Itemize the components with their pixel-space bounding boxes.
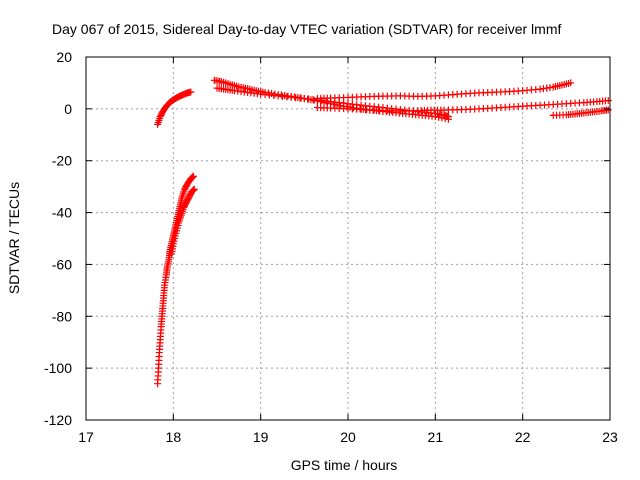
y-tick-label: -120 (44, 412, 72, 428)
data-point (567, 79, 575, 87)
series-arc-h (549, 106, 612, 119)
data-point (189, 172, 197, 180)
y-tick-label: -60 (52, 256, 72, 272)
y-tick-label: -40 (52, 205, 72, 221)
data-point (189, 187, 197, 195)
y-tick-label: -100 (44, 360, 72, 376)
data-point (190, 186, 198, 194)
data-point (187, 88, 195, 96)
y-tick-label: -80 (52, 308, 72, 324)
series-arc-f (313, 79, 575, 102)
x-tick-label: 18 (166, 429, 182, 445)
x-tick-label: 22 (515, 429, 531, 445)
x-tick-label: 17 (78, 429, 94, 445)
data-point (604, 97, 612, 105)
series-arc-b (154, 172, 197, 388)
y-tick-label: 20 (56, 49, 72, 65)
x-tick-label: 23 (602, 429, 618, 445)
data-point (190, 185, 198, 193)
series-arc-g (313, 97, 612, 115)
y-tick-label: 0 (64, 101, 72, 117)
tick-layer: 17 18 19 20 21 22 23 20 0 -20 -40 -60 -80 -100 -120 (44, 49, 618, 445)
series-arc-c (168, 185, 198, 258)
data-point (444, 113, 452, 121)
x-axis-label: GPS time / hours (291, 457, 398, 473)
x-tick-label: 19 (253, 429, 269, 445)
data-markers (154, 76, 612, 388)
series-arc-d (210, 76, 452, 123)
chart-title: Day 067 of 2015, Sidereal Day-to-day VTE… (52, 21, 561, 37)
x-tick-label: 21 (428, 429, 444, 445)
data-point (604, 106, 612, 114)
data-point (188, 174, 196, 182)
data-point (189, 173, 197, 181)
y-tick-label: -20 (52, 153, 72, 169)
series-arc-a (154, 88, 195, 128)
y-axis-label: SDTVAR / TECUs (6, 182, 22, 294)
x-tick-label: 20 (340, 429, 356, 445)
